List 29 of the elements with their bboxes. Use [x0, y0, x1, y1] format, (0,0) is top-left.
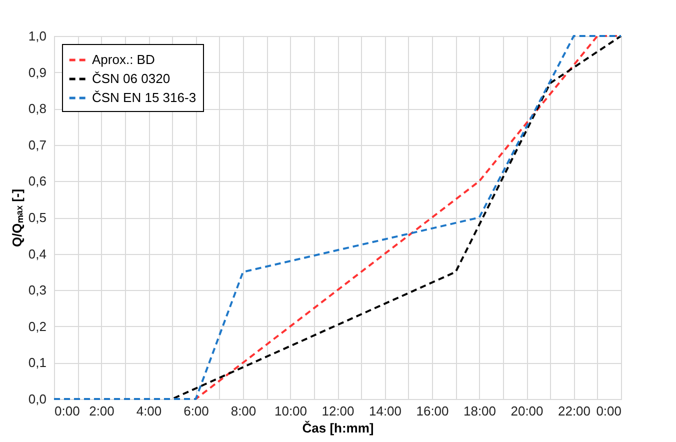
y-tick-label: 0,1: [28, 355, 46, 370]
y-tick-label: 0,4: [28, 246, 46, 262]
x-tick-label: 20:00: [510, 404, 544, 418]
y-tick-label: 0,9: [28, 64, 46, 80]
x-tick-label: 16:00: [416, 404, 449, 418]
y-tick-label: 0,6: [28, 174, 46, 189]
legend-label: ČSN EN 15 316-3: [92, 90, 196, 105]
x-tick-label: 2:00: [89, 404, 114, 418]
y-tick-label: 0,3: [28, 282, 46, 298]
y-axis-title: Q/Qₘₐₓ [-]: [9, 188, 24, 248]
x-tick-label: 6:00: [184, 404, 209, 418]
x-tick-label: 12:00: [322, 404, 354, 418]
x-tick-label: 14:00: [368, 404, 402, 418]
y-tick-label: 0,2: [28, 318, 46, 334]
y-tick-label: 0,8: [28, 101, 46, 116]
x-tick-label: 10:00: [274, 404, 308, 418]
x-tick-label: 0:00: [596, 404, 622, 418]
x-tick-label: 4:00: [136, 404, 162, 418]
x-tick-label: 22:00: [558, 404, 591, 418]
y-tick-label: 1,0: [28, 28, 46, 44]
y-tick-label: 0,5: [28, 210, 46, 225]
x-tick-label: 8:00: [230, 404, 256, 418]
y-tick-label: 0,7: [28, 137, 46, 152]
y-tick-label: 0,0: [28, 392, 46, 406]
legend-label: Aprox.: BD: [92, 52, 155, 67]
legend-label: ČSN 06 0320: [92, 71, 170, 86]
x-tick-label: 18:00: [463, 404, 496, 418]
x-tick-label: 0:00: [54, 404, 80, 418]
x-axis-title: Čas [h:mm]: [302, 420, 374, 436]
